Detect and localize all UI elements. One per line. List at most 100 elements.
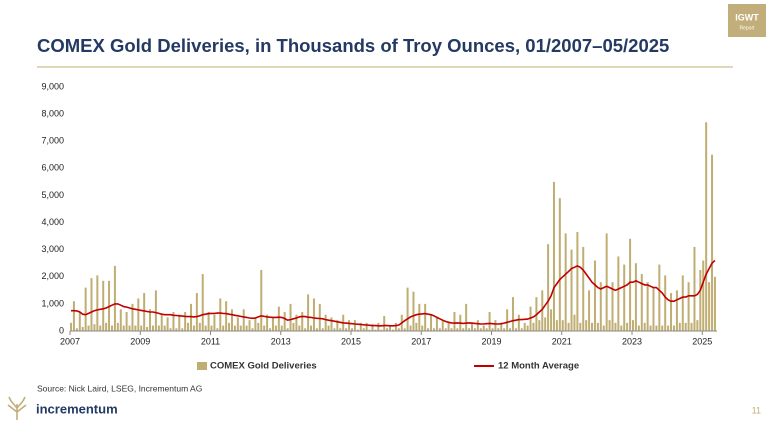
- legend-label: 12 Month Average: [498, 361, 579, 372]
- bar: [143, 293, 146, 331]
- bar: [582, 246, 585, 331]
- chart-title: COMEX Gold Deliveries, in Thousands of T…: [37, 35, 669, 56]
- bar: [585, 320, 588, 331]
- x-tick-label: 2009: [130, 336, 150, 346]
- bar: [561, 320, 564, 331]
- bar: [377, 322, 380, 331]
- bar: [333, 328, 336, 331]
- bar: [547, 244, 550, 331]
- bar: [711, 154, 714, 331]
- x-tick-label: 2025: [692, 336, 712, 346]
- bar: [514, 328, 517, 331]
- bar: [345, 328, 348, 331]
- bar: [216, 328, 219, 331]
- bar: [509, 328, 512, 331]
- bar: [626, 322, 629, 331]
- bar: [233, 325, 236, 331]
- bar: [664, 275, 667, 331]
- bar: [78, 312, 81, 331]
- bar: [380, 329, 383, 331]
- bar: [292, 322, 295, 331]
- bar: [593, 260, 596, 331]
- logo-icon: [7, 396, 27, 420]
- x-tick-label: 2019: [481, 336, 501, 346]
- bar: [131, 303, 134, 331]
- bar: [503, 328, 506, 331]
- bar: [602, 325, 605, 331]
- bar: [327, 325, 330, 331]
- bar: [649, 325, 652, 331]
- bar: [634, 263, 637, 331]
- bar: [620, 325, 623, 331]
- bar: [365, 322, 368, 331]
- bar: [482, 325, 485, 331]
- bar: [520, 328, 523, 331]
- bar: [122, 325, 125, 331]
- bar: [397, 328, 400, 331]
- bar: [187, 322, 190, 331]
- bar: [289, 303, 292, 331]
- bar: [550, 309, 553, 331]
- bar: [304, 328, 307, 331]
- bar: [541, 290, 544, 331]
- bar: [125, 312, 128, 331]
- bar: [263, 325, 266, 331]
- bar: [567, 322, 570, 331]
- bar: [681, 275, 684, 331]
- x-tick-label: 2023: [622, 336, 642, 346]
- bar: [269, 328, 272, 331]
- bar: [181, 328, 184, 331]
- bar: [485, 328, 488, 331]
- bar: [488, 312, 491, 331]
- bar: [271, 317, 274, 331]
- bar: [356, 329, 359, 331]
- bar: [72, 301, 75, 331]
- bar: [479, 328, 482, 331]
- y-tick-label: 0: [59, 325, 64, 335]
- bar: [70, 322, 72, 331]
- bar: [511, 297, 514, 331]
- bar: [298, 325, 301, 331]
- bar: [538, 320, 541, 331]
- bar: [239, 325, 242, 331]
- bar: [631, 320, 634, 331]
- bar: [444, 328, 447, 331]
- bar: [105, 322, 108, 331]
- bar: [140, 325, 143, 331]
- bar: [260, 270, 263, 331]
- y-tick-label: 6,000: [41, 163, 64, 173]
- bar: [532, 322, 535, 331]
- bar: [415, 322, 418, 331]
- page-number: 11: [752, 405, 761, 415]
- bar: [418, 303, 421, 331]
- x-tick-label: 2015: [341, 336, 361, 346]
- bar: [713, 276, 716, 331]
- bar: [570, 249, 573, 331]
- bar: [184, 312, 187, 331]
- bar: [339, 328, 342, 331]
- bar: [687, 282, 690, 331]
- bar: [494, 320, 497, 331]
- bar: [576, 232, 579, 331]
- bar: [558, 198, 561, 331]
- bar: [228, 322, 231, 331]
- legend-swatch: [197, 362, 207, 370]
- bar: [629, 238, 632, 331]
- x-tick-label: 2007: [60, 336, 80, 346]
- bar: [670, 293, 673, 331]
- bar: [705, 122, 708, 331]
- bar: [201, 274, 204, 331]
- bar: [146, 326, 149, 331]
- bar: [96, 275, 99, 331]
- bar: [350, 328, 353, 331]
- bar: [116, 322, 119, 331]
- bar: [389, 325, 392, 331]
- bar: [473, 328, 476, 331]
- bar: [391, 329, 394, 331]
- bar: [137, 298, 140, 331]
- bar: [169, 328, 172, 331]
- bar: [468, 328, 471, 331]
- bar: [655, 325, 658, 331]
- bar: [555, 320, 558, 331]
